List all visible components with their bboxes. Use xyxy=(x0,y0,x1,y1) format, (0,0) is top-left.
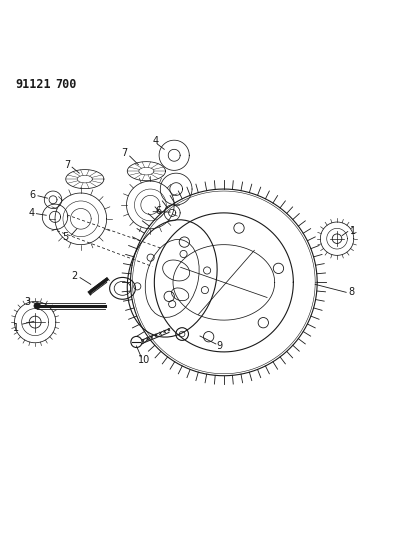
Text: 4: 4 xyxy=(28,208,34,218)
Text: 7: 7 xyxy=(122,148,128,158)
Text: 9: 9 xyxy=(217,341,223,351)
Text: 2: 2 xyxy=(72,271,78,281)
Text: 6: 6 xyxy=(155,206,161,216)
Text: 700: 700 xyxy=(55,78,76,91)
Text: 1: 1 xyxy=(350,226,356,236)
Text: 10: 10 xyxy=(138,355,150,365)
Text: 1: 1 xyxy=(14,323,20,333)
Text: 3: 3 xyxy=(24,297,30,307)
Text: 8: 8 xyxy=(348,287,354,297)
Text: 6: 6 xyxy=(29,190,36,200)
Text: 91121: 91121 xyxy=(15,78,51,91)
Circle shape xyxy=(34,303,40,309)
Text: 7: 7 xyxy=(64,160,70,170)
Text: 5: 5 xyxy=(63,232,69,241)
Text: 4: 4 xyxy=(152,136,158,147)
